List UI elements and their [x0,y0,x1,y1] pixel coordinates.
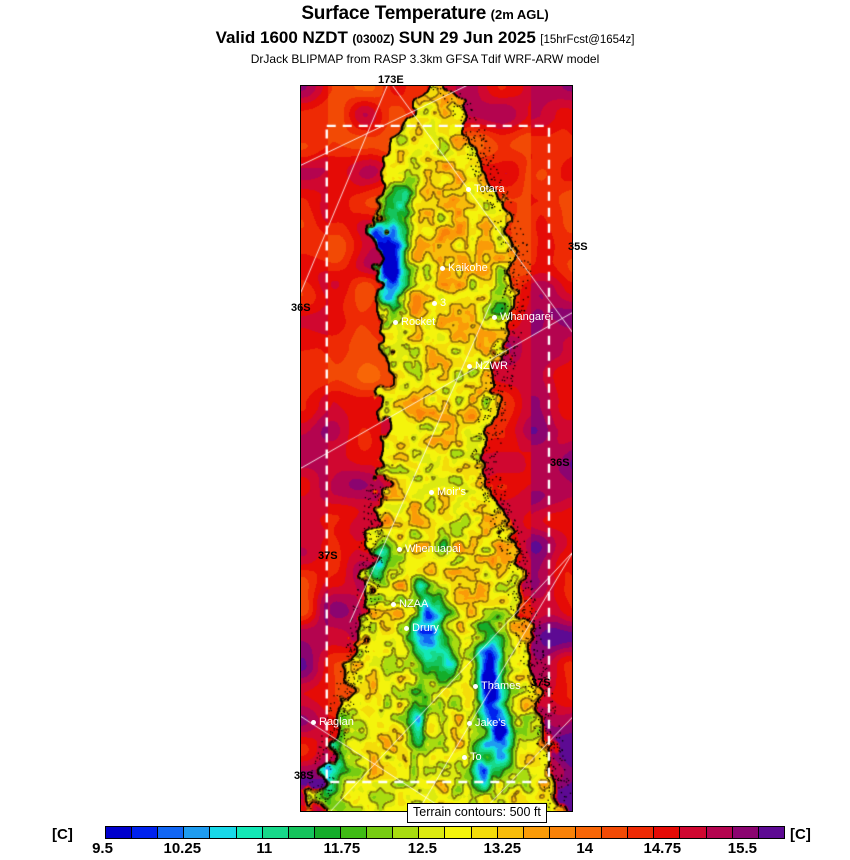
model-description: DrJack BLIPMAP from RASP 3.3km GFSA Tdif… [250,52,600,66]
colorbar-segment [419,827,446,838]
colorbar-segment [654,827,681,838]
colorbar-tick-label: 11.75 [323,840,361,857]
colorbar-segment [706,827,733,838]
page-title-suffix: (2m AGL) [490,7,549,22]
valid-time: Valid 1600 NZDT [215,28,348,47]
colorbar[interactable] [105,826,785,839]
colorbar-segment [262,827,289,838]
colorbar-segment [445,827,472,838]
graticule-label: 38S [294,770,314,782]
graticule-label: 37S [531,677,551,689]
colorbar-segment [314,827,341,838]
forecast-hour: [15hrFcst@1654z] [540,34,635,46]
colorbar-segment [184,827,211,838]
colorbar-tick-label: 14.75 [643,840,682,857]
terrain-legend: Terrain contours: 500 ft [407,803,547,823]
colorbar-segment [288,827,315,838]
colorbar-segment [471,827,498,838]
colorbar-segment [340,827,368,838]
colorbar-unit-left: [C] [52,826,73,843]
valid-date: SUN 29 Jun 2025 [398,28,536,47]
temperature-raster [301,86,572,811]
graticule-label: 36S [550,457,570,469]
colorbar-area: [C] [C] 9.5 10.25 11 11.75 12.5 13.25 14 14.75 1… [0,824,850,860]
colorbar-segment [132,827,159,838]
colorbar-segment [628,827,655,838]
graticule-label: 35S [568,241,588,253]
colorbar-segment [236,827,263,838]
colorbar-tick-label: 14 [576,840,594,857]
graticule-label: 37S [318,550,338,562]
colorbar-segment [680,827,707,838]
colorbar-tick-label: 15.5 [727,840,757,857]
colorbar-segment [575,827,603,838]
graticule-label: 36S [291,302,311,314]
colorbar-tick-label: 13.25 [483,840,522,857]
page-title: Surface Temperature [301,3,487,24]
colorbar-segment [602,827,629,838]
valid-time-zulu: (0300Z) [352,32,395,46]
colorbar-segment [210,827,237,838]
valid-time-line: Valid 1600 NZDT (0300Z) SUN 29 Jun 2025 … [0,28,850,50]
temperature-map[interactable] [300,85,573,812]
colorbar-segment [106,827,133,838]
title-line: Surface Temperature (2m AGL) [0,4,850,25]
colorbar-segment [758,827,784,838]
colorbar-segment [497,827,524,838]
page-header: Surface Temperature (2m AGL) Valid 1600 … [0,0,850,72]
graticule-label: 173E [378,74,404,86]
colorbar-tick-label: 10.25 [163,840,202,857]
colorbar-tick-label: 11 [256,840,273,857]
colorbar-segment [393,827,420,838]
colorbar-segment [549,827,576,838]
colorbar-segment [732,827,759,838]
colorbar-tick-label: 12.5 [407,840,437,857]
colorbar-segment [158,827,185,838]
colorbar-tick-label: 9.5 [92,840,113,857]
colorbar-segment [523,827,550,838]
colorbar-unit-right: [C] [790,826,811,843]
colorbar-segment [367,827,394,838]
